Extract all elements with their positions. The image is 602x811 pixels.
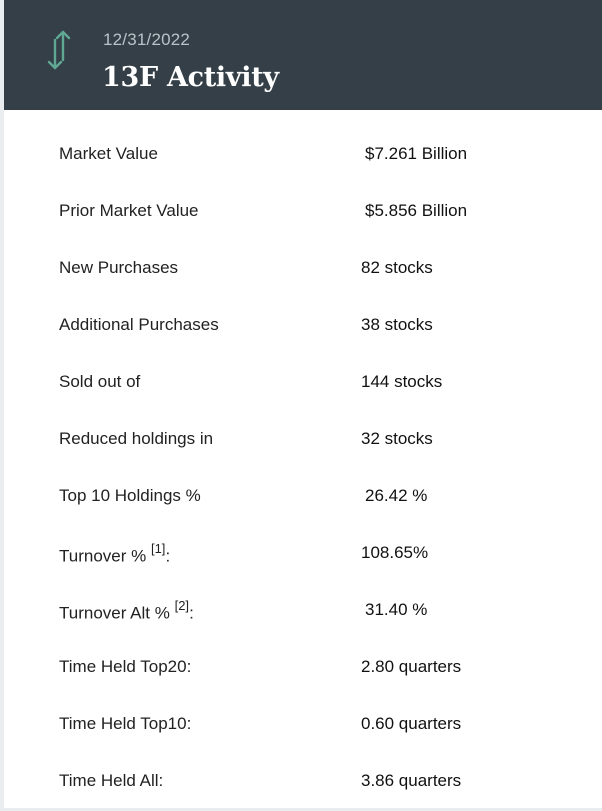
metric-label: Turnover Alt % [2]: xyxy=(59,598,194,623)
metric-value: $5.856 Billion xyxy=(365,201,468,220)
metric-row-top10-holdings: Top 10 Holdings % 26.42 % xyxy=(4,469,602,526)
report-date: 12/31/2022 xyxy=(103,30,191,49)
metric-label: New Purchases xyxy=(59,258,179,277)
metric-label: Sold out of xyxy=(59,372,141,391)
metric-value: 144 stocks xyxy=(361,372,443,391)
card-header: 12/31/2022 13F Activity xyxy=(4,0,602,110)
metric-value: 2.80 quarters xyxy=(361,657,462,676)
metric-row-market-value: Market Value $7.261 Billion xyxy=(4,127,602,184)
metric-label: Reduced holdings in xyxy=(59,429,214,448)
metrics-list: Market Value $7.261 Billion Prior Market… xyxy=(4,127,602,811)
metric-row-reduced-holdings: Reduced holdings in 32 stocks xyxy=(4,412,602,469)
card-title: 13F Activity xyxy=(102,62,279,93)
metric-row-sold-out-of: Sold out of 144 stocks xyxy=(4,355,602,412)
metric-label: Market Value xyxy=(59,144,158,163)
metric-row-prior-market-value: Prior Market Value $5.856 Billion xyxy=(4,184,602,241)
metric-row-time-held-all: Time Held All: 3.86 quarters xyxy=(4,754,602,811)
activity-card: 12/31/2022 13F Activity Market Value $7.… xyxy=(4,0,602,808)
footnote-link-1[interactable]: [1] xyxy=(150,541,166,556)
metric-value: $7.261 Billion xyxy=(365,144,468,163)
metric-label: Time Held Top20: xyxy=(59,657,192,676)
metric-row-new-purchases: New Purchases 82 stocks xyxy=(4,241,602,298)
metric-value: 0.60 quarters xyxy=(361,714,462,733)
metric-label: Additional Purchases xyxy=(59,315,219,334)
footnote-link-2[interactable]: [2] xyxy=(174,598,190,613)
metric-label: Turnover % [1]: xyxy=(59,541,171,566)
metric-value: 3.86 quarters xyxy=(361,771,462,790)
metric-label: Top 10 Holdings % xyxy=(59,486,201,505)
metric-row-additional-purchases: Additional Purchases 38 stocks xyxy=(4,298,602,355)
metric-value: 108.65% xyxy=(361,543,429,562)
metric-value: 38 stocks xyxy=(361,315,433,334)
metric-label: Time Held All: xyxy=(59,771,164,790)
up-down-arrows-icon xyxy=(47,30,71,70)
metric-label: Prior Market Value xyxy=(59,201,199,220)
metric-value: 82 stocks xyxy=(361,258,433,277)
metric-value: 32 stocks xyxy=(361,429,433,448)
metric-value: 26.42 % xyxy=(365,486,428,505)
metric-value: 31.40 % xyxy=(365,600,428,619)
metric-row-time-held-top10: Time Held Top10: 0.60 quarters xyxy=(4,697,602,754)
metric-row-turnover-alt: Turnover Alt % [2]: 31.40 % xyxy=(4,583,602,640)
metric-row-time-held-top20: Time Held Top20: 2.80 quarters xyxy=(4,640,602,697)
metric-row-turnover: Turnover % [1]: 108.65% xyxy=(4,526,602,583)
metric-label: Time Held Top10: xyxy=(59,714,192,733)
